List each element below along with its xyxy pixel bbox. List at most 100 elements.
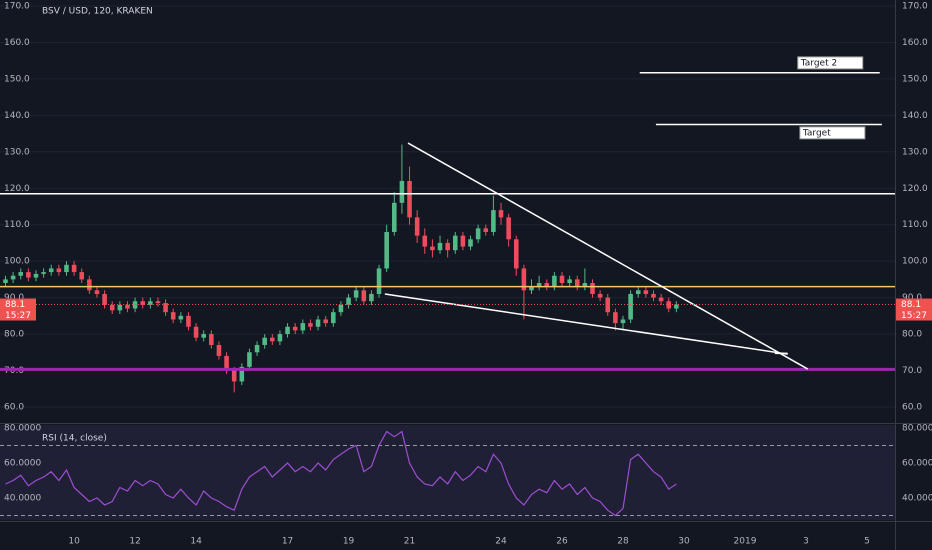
- y-tick-label: 70.0: [4, 366, 24, 376]
- last-price-label: 88.1: [901, 300, 921, 310]
- x-tick-label: 14: [190, 537, 202, 547]
- candle-body: [117, 304, 123, 311]
- x-tick-label: 12: [129, 537, 140, 547]
- candle-body: [346, 297, 351, 305]
- candle-body: [148, 301, 153, 305]
- y-tick-label: 150.0: [4, 74, 30, 84]
- candle-body: [102, 293, 107, 305]
- y-tick-label: 170.0: [902, 2, 928, 12]
- x-tick-label: 26: [556, 537, 568, 547]
- candle-body: [26, 272, 31, 278]
- candle-body: [109, 304, 115, 311]
- last-price-box: [0, 298, 36, 310]
- candle-body: [452, 235, 458, 251]
- y-tick-label: 80.0000: [902, 423, 932, 433]
- trend-line: [407, 142, 809, 370]
- candle-body: [224, 355, 229, 371]
- candle-body: [559, 275, 565, 284]
- y-tick-label: 70.0: [902, 366, 922, 376]
- candle-body: [521, 268, 527, 291]
- last-price-box: [896, 298, 932, 310]
- y-tick-label: 130.0: [902, 147, 928, 157]
- candle-body: [140, 301, 145, 305]
- target-label-box: [799, 126, 866, 140]
- candle-body: [64, 264, 69, 273]
- y-tick-label: 80.0: [4, 330, 24, 340]
- y-tick-label: 80.0: [902, 330, 922, 340]
- candle-body: [285, 326, 290, 335]
- candle-body: [277, 334, 283, 342]
- candle-body: [392, 202, 397, 232]
- x-tick-label: 10: [68, 537, 80, 547]
- y-tick-label: 170.0: [4, 2, 30, 12]
- y-tick-label: 90.0: [902, 293, 922, 303]
- candle-body: [239, 366, 245, 382]
- candle-body: [651, 293, 656, 298]
- rsi-title: RSI (14, close): [42, 434, 107, 444]
- candle-body: [620, 319, 626, 324]
- countdown-label: 15:27: [5, 311, 31, 321]
- x-tick-label: 30: [678, 537, 690, 547]
- candle-body: [574, 279, 580, 287]
- candle-body: [71, 264, 77, 273]
- candle-body: [628, 293, 633, 320]
- candle-body: [247, 352, 252, 367]
- target-label-box: [797, 56, 864, 70]
- candle-body: [170, 312, 176, 320]
- candle-body: [353, 290, 359, 298]
- candle-body: [33, 273, 39, 278]
- countdown-box: [896, 309, 932, 321]
- candle-body: [430, 246, 435, 251]
- countdown-label: 15:27: [901, 311, 927, 321]
- candle-body: [414, 217, 420, 236]
- candle-body: [597, 293, 603, 298]
- candle-body: [79, 272, 85, 280]
- candle-body: [445, 242, 450, 251]
- candle-body: [41, 272, 46, 274]
- candle-body: [460, 235, 466, 247]
- candle-body: [513, 239, 519, 269]
- candle-body: [308, 323, 313, 327]
- x-tick-label: 28: [617, 537, 629, 547]
- countdown-box: [0, 309, 36, 321]
- y-tick-label: 40.0000: [902, 493, 932, 503]
- candle-body: [270, 337, 275, 342]
- y-tick-label: 100.0: [4, 257, 30, 267]
- candle-body: [468, 239, 473, 247]
- candle-body: [506, 217, 511, 240]
- candle-body: [155, 301, 161, 304]
- candle-body: [536, 283, 542, 287]
- candle-body: [437, 242, 443, 251]
- candle-body: [216, 344, 222, 356]
- candle-body: [48, 268, 54, 273]
- candle-body: [590, 283, 595, 294]
- candle-body: [201, 334, 206, 338]
- y-tick-label: 110.0: [4, 220, 30, 230]
- candle-body: [407, 180, 412, 218]
- candle-body: [498, 210, 504, 218]
- y-tick-label: 60.0000: [4, 458, 41, 468]
- y-tick-label: 120.0: [4, 184, 30, 194]
- candle-body: [193, 326, 199, 338]
- candle-body: [300, 323, 306, 331]
- candle-body: [262, 337, 267, 345]
- x-tick-label: 21: [404, 537, 415, 547]
- x-tick-label: 19: [343, 537, 355, 547]
- candle-body: [292, 326, 298, 331]
- candle-body: [209, 334, 214, 345]
- candle-body: [331, 312, 336, 324]
- y-tick-label: 60.0: [4, 402, 24, 412]
- candle-body: [529, 286, 534, 291]
- candle-body: [254, 344, 260, 353]
- candle-body: [231, 370, 237, 382]
- x-tick-label: 2019: [734, 537, 757, 547]
- candle-body: [125, 304, 130, 309]
- candle-body: [369, 293, 374, 302]
- candle-body: [323, 319, 328, 324]
- candle-body: [483, 228, 489, 232]
- candle-body: [666, 301, 672, 309]
- candle-body: [605, 297, 611, 313]
- candle-body: [422, 235, 428, 247]
- candle-body: [94, 290, 100, 294]
